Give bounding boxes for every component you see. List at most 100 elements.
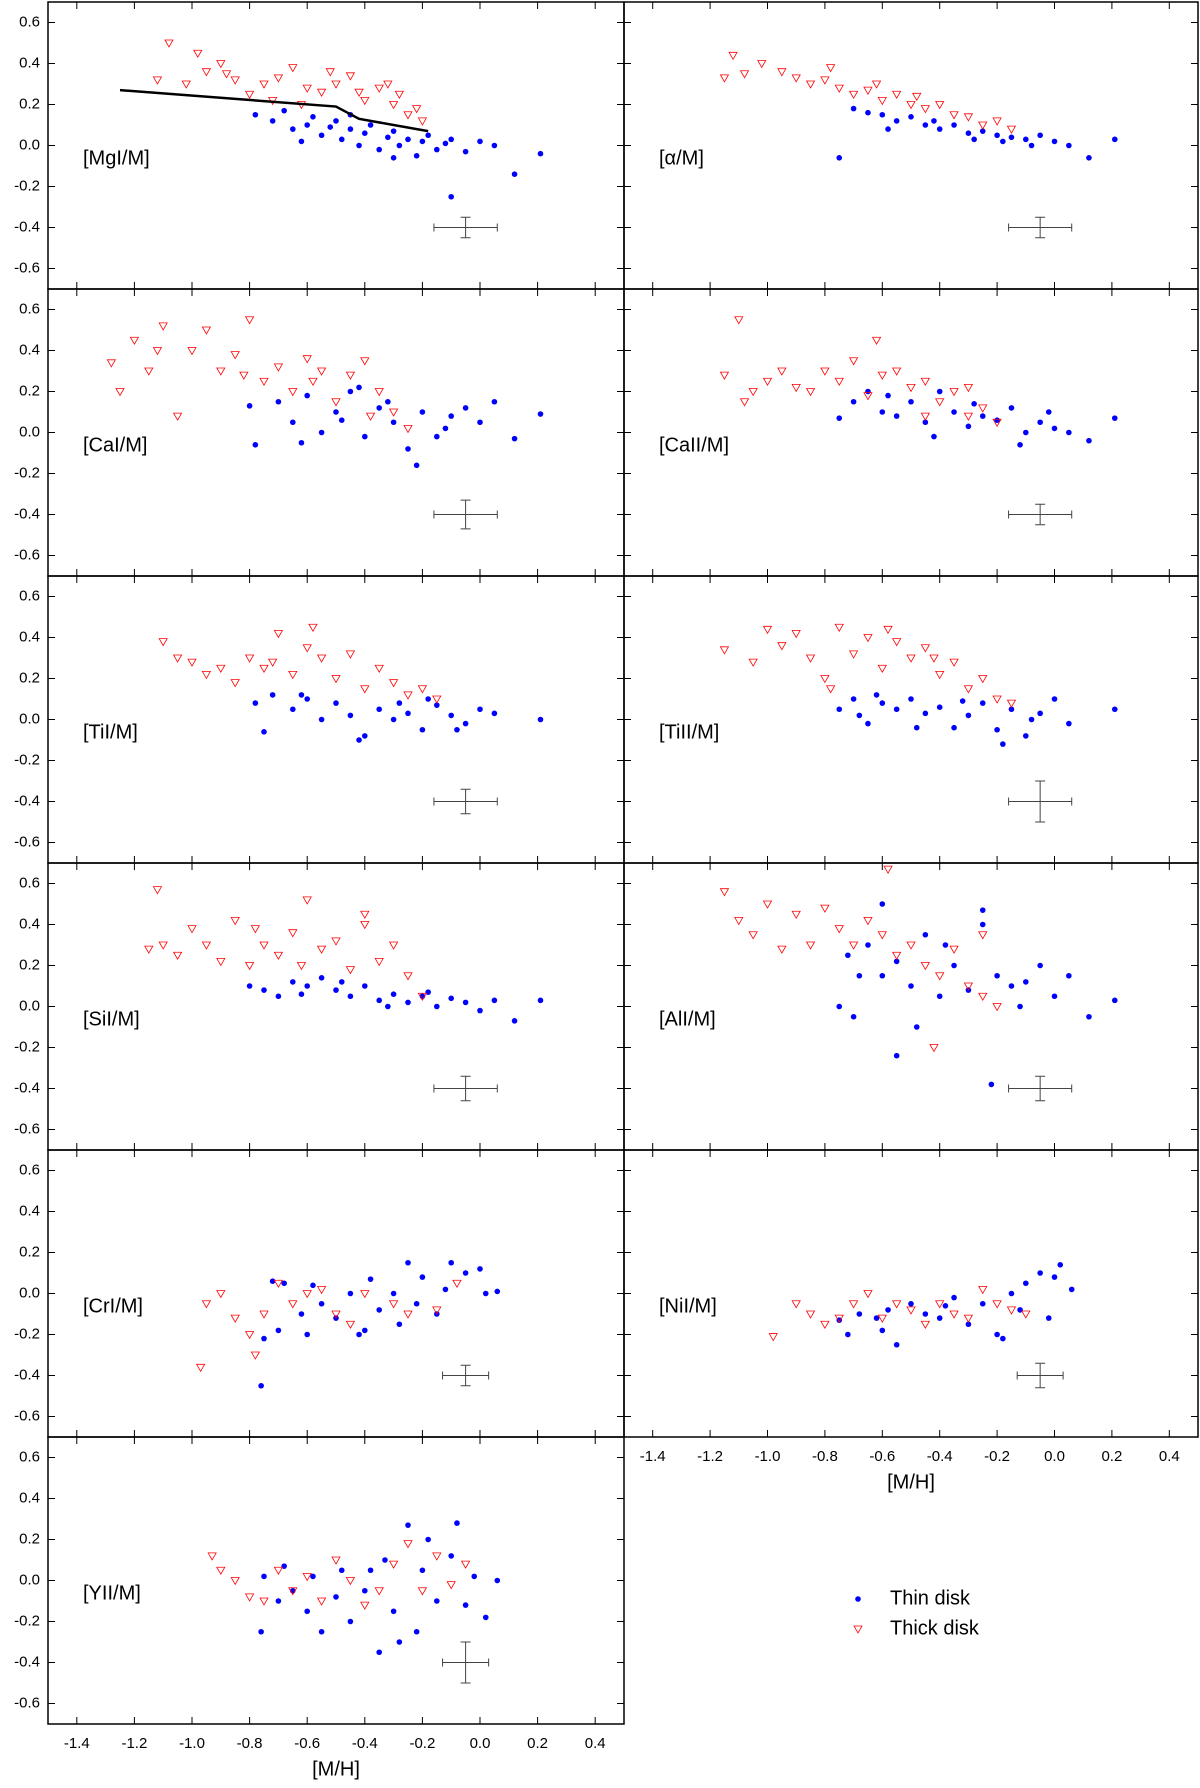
y-tick-label: -0.2 — [14, 177, 40, 194]
thick-disk-point — [152, 886, 163, 895]
thin-disk-point — [994, 972, 1000, 979]
thin-disk-point — [275, 398, 282, 405]
thick-disk-point — [374, 388, 384, 397]
thick-disk-point — [805, 388, 816, 397]
thick-disk-point — [834, 623, 844, 633]
thin-disk-point — [252, 700, 259, 706]
thick-disk-point — [158, 322, 168, 331]
thin-disk-point — [873, 1315, 880, 1321]
thick-disk-point — [250, 1351, 261, 1360]
thin-disk-point — [376, 405, 383, 411]
thick-disk-point — [762, 625, 773, 635]
thick-disk-point — [411, 105, 422, 114]
thin-disk-point — [936, 704, 943, 710]
thin-disk-point — [856, 1311, 863, 1317]
thin-disk-point — [959, 698, 966, 704]
thin-disk-point — [448, 136, 455, 143]
thin-disk-point — [390, 1290, 397, 1297]
thin-disk-point — [462, 148, 469, 155]
thick-disk-point — [963, 384, 974, 393]
thick-disk-point — [417, 117, 428, 126]
thick-disk-point — [929, 1044, 939, 1053]
thick-disk-point — [963, 412, 974, 421]
y-tick-label: -0.4 — [14, 1653, 40, 1670]
thick-disk-point — [288, 388, 298, 397]
thick-disk-point — [935, 101, 945, 110]
y-tick-label: 0.4 — [19, 341, 40, 358]
thin-disk-point — [936, 126, 943, 132]
thin-disk-point — [979, 413, 986, 419]
x-axis-title: [M/H] — [312, 1758, 360, 1780]
error-bar-y — [460, 788, 471, 815]
legend-label: Thin disk — [890, 1587, 971, 1609]
error-bar-y — [1035, 503, 1046, 526]
thin-disk-point — [442, 140, 449, 147]
thick-disk-point — [446, 1581, 456, 1590]
thick-disk-point — [288, 929, 298, 938]
thin-disk-point — [347, 712, 354, 719]
thick-disk-point — [992, 117, 1002, 126]
thin-disk-point — [367, 1567, 374, 1574]
thick-disk-point — [935, 972, 945, 981]
thin-disk-point — [425, 1536, 431, 1543]
panel-label: [CaI/M] — [83, 434, 147, 456]
thin-disk-point — [1111, 997, 1118, 1004]
thin-disk-point — [908, 1300, 914, 1307]
thick-disk-point — [201, 326, 212, 335]
panel-label: [SiI/M] — [83, 1008, 140, 1030]
thick-disk-point — [345, 1320, 356, 1330]
y-tick-label: 0.2 — [19, 95, 40, 112]
thin-disk-point — [362, 1587, 368, 1594]
thin-disk-point — [885, 392, 891, 399]
thick-disk-point — [762, 900, 773, 909]
thin-disk-point — [338, 1567, 345, 1574]
thick-disk-point — [949, 388, 959, 397]
y-tick-label: 0.2 — [19, 956, 40, 973]
thin-disk-point — [893, 958, 900, 965]
y-tick-label: 0.0 — [19, 1571, 40, 1588]
thin-disk-point — [290, 419, 296, 426]
thick-disk-point — [891, 1300, 902, 1309]
thin-disk-point — [425, 132, 431, 139]
thin-disk-point — [850, 696, 857, 702]
panel-label: [TiII/M] — [659, 721, 719, 743]
thick-disk-point — [273, 951, 284, 961]
thin-disk-point — [462, 1270, 469, 1276]
y-tick-label: -0.2 — [14, 751, 40, 768]
thin-disk-point — [1037, 1270, 1043, 1276]
thick-disk-point — [230, 917, 240, 926]
thin-disk-point — [936, 388, 943, 395]
thick-disk-point — [963, 1314, 974, 1323]
thin-disk-point — [1111, 136, 1118, 143]
thick-disk-point — [273, 363, 284, 372]
thin-disk-point — [327, 124, 334, 130]
thin-disk-point — [338, 979, 345, 985]
model-line — [119, 88, 429, 133]
x-tick-label: -0.4 — [927, 1448, 953, 1465]
thin-disk-point — [1023, 136, 1029, 143]
thin-disk-point — [376, 146, 383, 153]
thin-disk-point — [261, 729, 267, 735]
thin-disk-point — [845, 1331, 851, 1338]
thick-disk-point — [259, 941, 269, 950]
thin-disk-point — [304, 392, 311, 399]
thin-disk-point — [1000, 741, 1006, 747]
thick-disk-point — [891, 367, 902, 376]
panel-label: [NiI/M] — [659, 1295, 717, 1317]
thick-disk-point — [848, 357, 859, 366]
thick-disk-point — [805, 1310, 816, 1319]
thick-disk-point — [432, 1552, 442, 1561]
thick-disk-point — [331, 398, 341, 407]
panel-label: [CaII/M] — [659, 434, 729, 456]
thick-disk-point — [221, 70, 232, 79]
thick-disk-point — [791, 630, 801, 639]
thin-disk-point — [1000, 1335, 1006, 1342]
plot-frame — [623, 1, 1199, 290]
thin-disk-point — [462, 1602, 469, 1608]
x-tick-label: 0.0 — [470, 1735, 491, 1752]
thick-disk-point — [296, 962, 307, 971]
thick-disk-point — [863, 392, 873, 401]
thin-disk-point — [893, 1052, 900, 1059]
thin-disk-point — [333, 409, 339, 415]
thin-disk-point — [269, 118, 276, 124]
